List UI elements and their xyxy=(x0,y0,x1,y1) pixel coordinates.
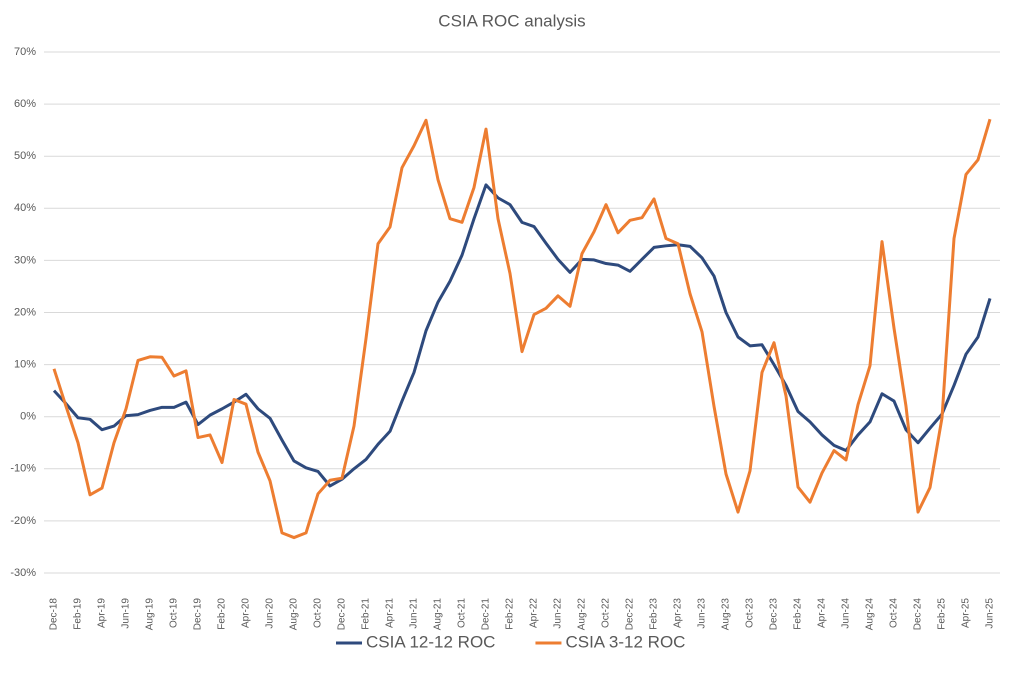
y-tick-label: -20% xyxy=(10,515,36,527)
x-tick-label: Jun-24 xyxy=(841,598,852,629)
series-line xyxy=(52,183,992,488)
x-tick-label: Dec-22 xyxy=(625,598,636,631)
chart-title: CSIA ROC analysis xyxy=(438,11,585,30)
y-tick-label: 10% xyxy=(14,359,36,371)
y-tick-label: 50% xyxy=(14,150,36,162)
x-tick-label: Jun-25 xyxy=(985,598,996,629)
x-tick-label: Jun-23 xyxy=(697,598,708,629)
x-tick-label: Apr-25 xyxy=(961,598,972,628)
series-line xyxy=(52,118,992,540)
x-tick-label: Oct-21 xyxy=(457,598,468,628)
x-tick-label: Aug-20 xyxy=(289,598,300,631)
x-tick-label: Apr-22 xyxy=(529,598,540,628)
x-tick-label: Feb-23 xyxy=(649,598,660,630)
x-tick-label: Apr-19 xyxy=(97,598,108,628)
legend-label: CSIA 3-12 ROC xyxy=(565,632,685,651)
x-tick-label: Jun-22 xyxy=(553,598,564,629)
x-tick-label: Apr-20 xyxy=(241,598,252,628)
y-tick-label: 60% xyxy=(14,98,36,110)
x-tick-label: Feb-25 xyxy=(937,598,948,630)
x-tick-label: Dec-18 xyxy=(49,598,60,631)
x-tick-label: Apr-23 xyxy=(673,598,684,628)
x-tick-label: Oct-19 xyxy=(169,598,180,628)
x-tick-label: Oct-20 xyxy=(313,598,324,628)
x-tick-label: Aug-21 xyxy=(433,598,444,631)
x-tick-label: Jun-20 xyxy=(265,598,276,629)
x-tick-label: Dec-21 xyxy=(481,598,492,631)
x-tick-label: Feb-20 xyxy=(217,598,228,630)
y-tick-label: 70% xyxy=(14,46,36,58)
x-tick-label: Jun-19 xyxy=(121,598,132,629)
x-tick-label: Jun-21 xyxy=(409,598,420,629)
x-tick-label: Oct-24 xyxy=(889,598,900,628)
x-tick-label: Feb-21 xyxy=(361,598,372,630)
x-tick-label: Dec-24 xyxy=(913,598,924,631)
x-tick-label: Oct-23 xyxy=(745,598,756,628)
y-tick-label: -10% xyxy=(10,463,36,475)
x-tick-label: Aug-24 xyxy=(865,598,876,631)
x-tick-label: Oct-22 xyxy=(601,598,612,628)
x-tick-label: Aug-19 xyxy=(145,598,156,631)
y-tick-label: 20% xyxy=(14,306,36,318)
y-tick-label: 40% xyxy=(14,202,36,214)
x-tick-label: Dec-19 xyxy=(193,598,204,631)
y-tick-label: 0% xyxy=(20,411,36,423)
x-tick-label: Dec-20 xyxy=(337,598,348,631)
legend-label: CSIA 12-12 ROC xyxy=(366,632,495,651)
x-tick-label: Feb-24 xyxy=(793,598,804,630)
y-tick-label: -30% xyxy=(10,567,36,579)
x-tick-label: Dec-23 xyxy=(769,598,780,631)
x-tick-label: Aug-22 xyxy=(577,598,588,631)
x-tick-label: Feb-22 xyxy=(505,598,516,630)
x-tick-label: Feb-19 xyxy=(73,598,84,630)
x-tick-label: Apr-24 xyxy=(817,598,828,628)
x-tick-label: Aug-23 xyxy=(721,598,732,631)
x-tick-label: Apr-21 xyxy=(385,598,396,628)
y-tick-label: 30% xyxy=(14,254,36,266)
